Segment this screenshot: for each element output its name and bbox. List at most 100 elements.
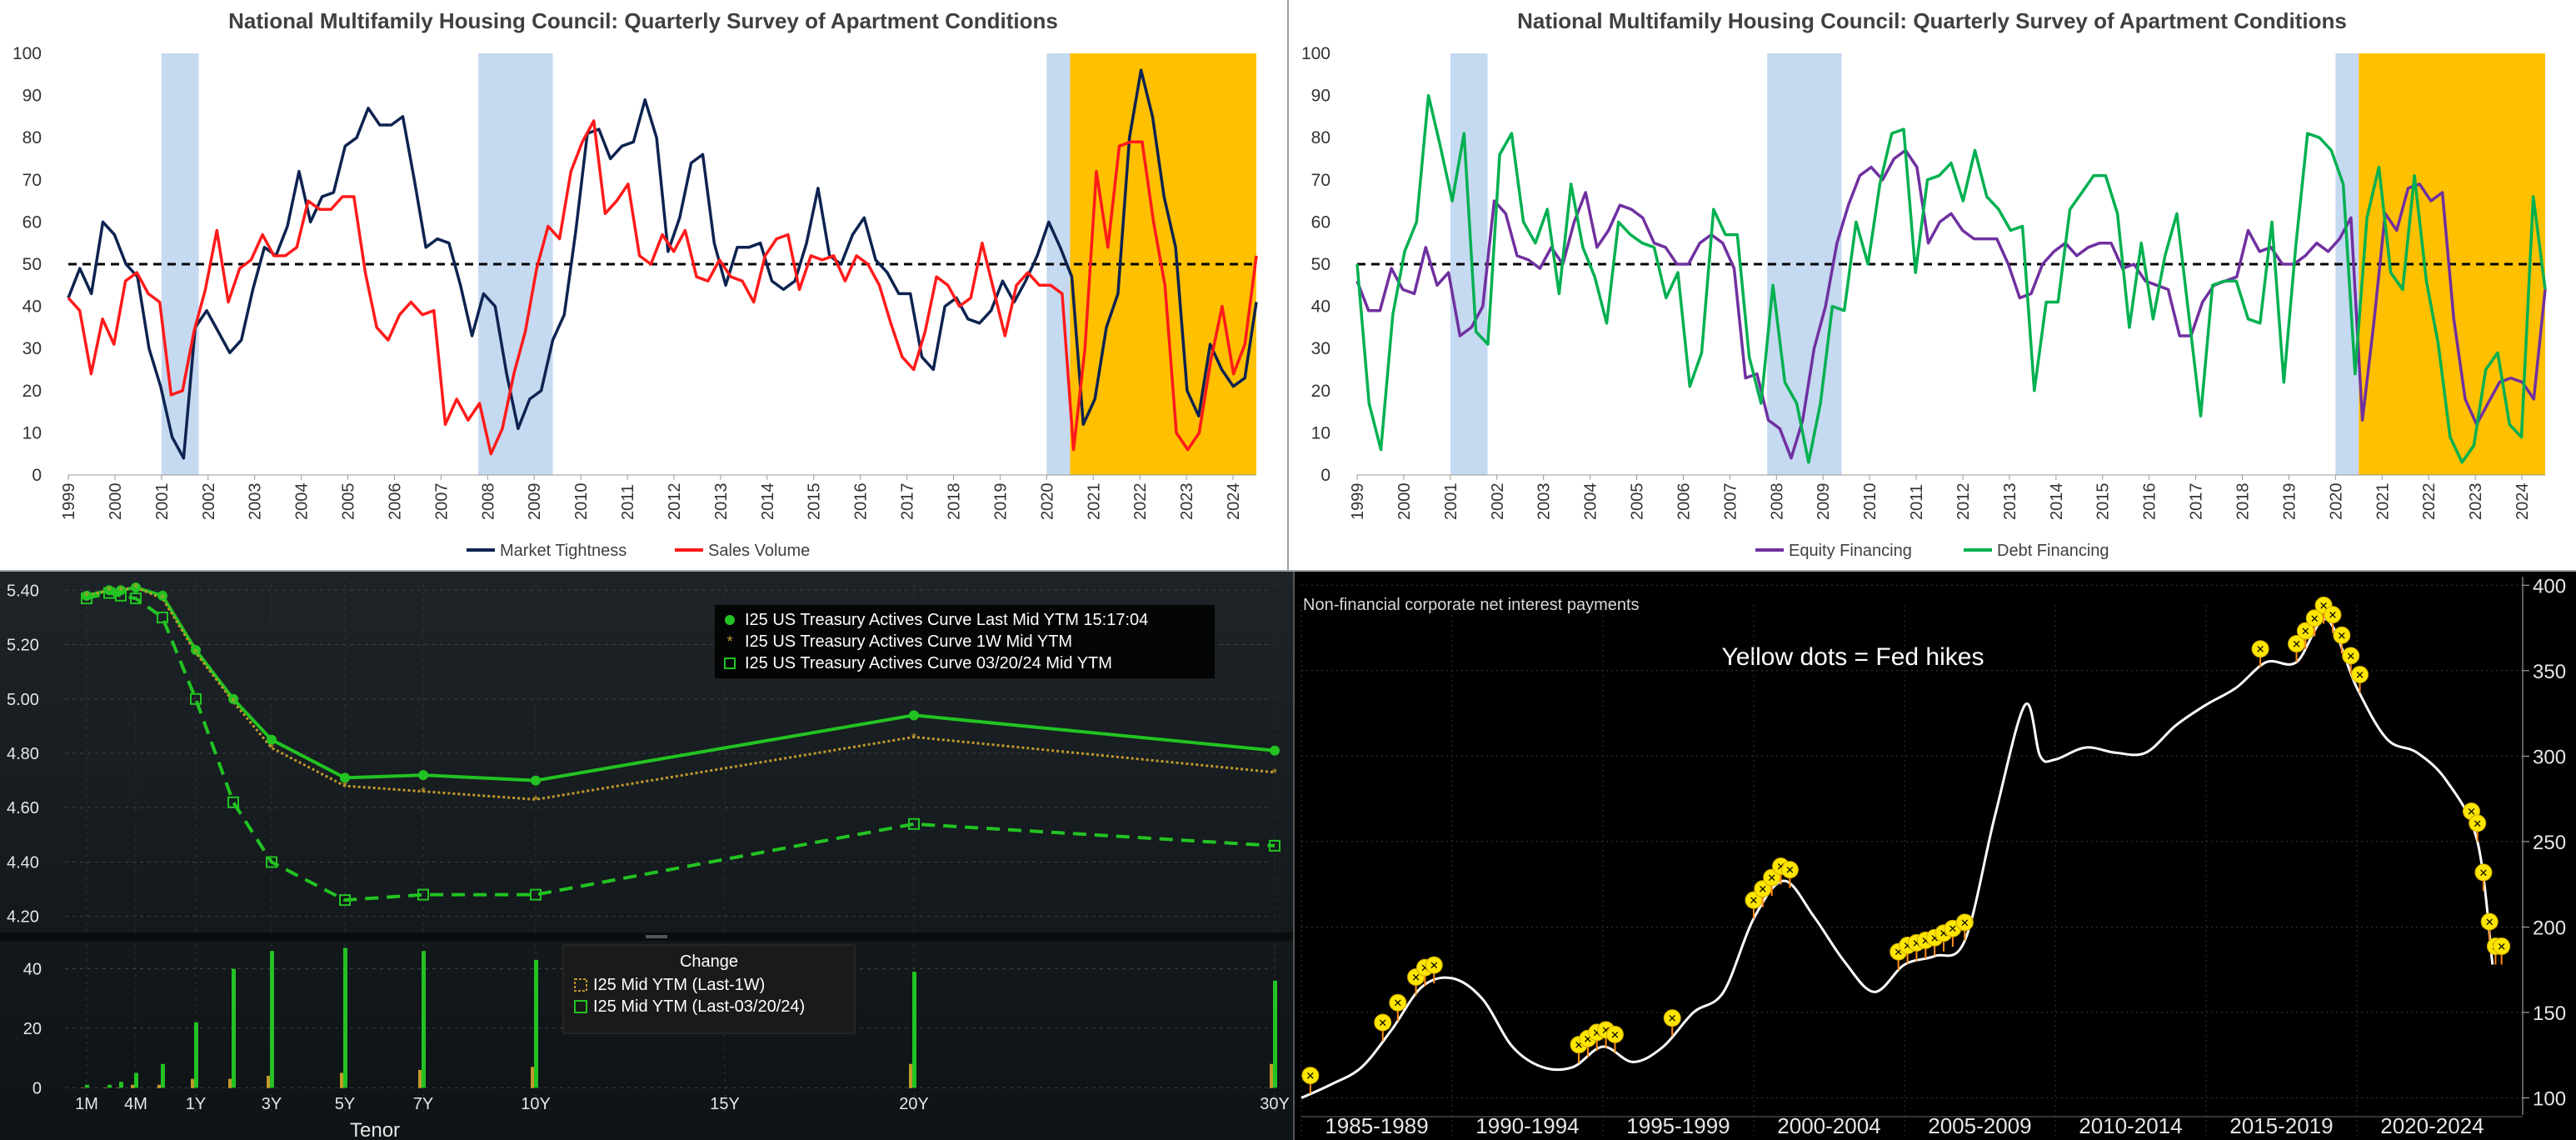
marker-0320: [339, 894, 351, 907]
fed-hike-icon: ✕: [2355, 668, 2364, 681]
bar-last-0320: [134, 1072, 138, 1088]
bar-last-0320: [232, 968, 236, 1088]
y-tick-label: 5.20: [7, 637, 39, 655]
x-tick-label: 2014: [2048, 483, 2066, 521]
bar-last-1w: [131, 1084, 134, 1088]
x-tick-label: 2011: [1908, 484, 1926, 520]
fed-hike-icon: ✕: [2467, 806, 2476, 818]
fed-hike-icon: ✕: [1903, 940, 1912, 952]
marker-1w: *: [193, 647, 198, 661]
fed-hike-icon: ✕: [2310, 612, 2319, 625]
x-tick-label: 2014: [759, 483, 777, 521]
x-tick-label: 2000: [107, 483, 125, 521]
fed-hike-icon: ✕: [1411, 971, 1420, 983]
marker-1w: *: [133, 582, 138, 596]
chart-title: National Multifamily Housing Council: Qu…: [228, 8, 1058, 33]
x-tick-label: 2003: [1535, 483, 1554, 521]
legend-label: I25 US Treasury Actives Curve 1W Mid YTM: [745, 632, 1072, 651]
x-tick-label: 1990-1994: [1475, 1113, 1579, 1138]
y-tick-label: 5.40: [7, 582, 39, 600]
legend-label: I25 Mid YTM (Last-03/20/24): [593, 998, 805, 1016]
splitter-handle: [646, 935, 667, 938]
bar-last-0320: [270, 951, 274, 1088]
bar-last-0320: [1273, 980, 1277, 1088]
y-tick-label: 70: [22, 171, 42, 190]
x-tick-label: 2007: [432, 483, 451, 521]
x-tick-label: 2021: [1085, 483, 1103, 521]
marker-1w: *: [118, 584, 123, 598]
y-tick-label: 100: [2533, 1088, 2566, 1110]
series-line-debt-financing: [1355, 93, 2547, 464]
fed-hike-icon: ✕: [1921, 934, 1930, 947]
fed-hike-icon: ✕: [1750, 894, 1759, 907]
x-tick-label: 4M: [124, 1095, 147, 1113]
y-tick-label: 300: [2533, 746, 2566, 768]
x-tick-label: 2010: [1861, 483, 1880, 521]
bar-last-1w: [267, 1076, 270, 1088]
marker-1w: *: [231, 696, 236, 710]
x-tick-label: 2006: [1675, 483, 1693, 521]
x-tick-label: 2021: [2374, 483, 2392, 521]
x-tick-label: 2016: [852, 483, 871, 521]
x-tick-label: 2020: [1038, 483, 1056, 521]
x-tick-label: 2001: [1442, 483, 1460, 521]
bar-last-1w: [340, 1072, 343, 1088]
chart-financing: National Multifamily Housing Council: Qu…: [1289, 0, 2576, 570]
fed-hike-dot: [2342, 647, 2360, 665]
fed-hike-icon: ✕: [1930, 932, 1939, 944]
fed-hike-dot: [2493, 938, 2511, 956]
x-tick-label: 2012: [1954, 483, 1973, 521]
marker-1w: *: [1272, 767, 1277, 781]
x-tick-label: 2007: [1721, 483, 1740, 521]
legend-marker: *: [726, 633, 732, 650]
marker-0320: [157, 611, 168, 623]
bar-last-1w: [909, 1063, 912, 1088]
x-tick-label: 2013: [2001, 483, 2019, 521]
fed-hike-icon: ✕: [1430, 959, 1439, 972]
x-tick-label: 1999: [60, 483, 78, 521]
fed-hike-dot: [2333, 626, 2351, 644]
fed-hike-dot: [1780, 861, 1799, 879]
legend-box: [562, 944, 856, 1034]
x-tick-label: 2012: [666, 483, 684, 521]
x-tick-label: 2008: [1768, 483, 1786, 521]
y-tick-label: 80: [22, 128, 42, 148]
x-tick-label: 2013: [712, 483, 731, 521]
x-tick-label: 2017: [899, 483, 917, 521]
x-tick-label: 1985-1989: [1325, 1113, 1428, 1138]
legend-box: [715, 605, 1215, 678]
fed-hike-icon: ✕: [2479, 867, 2488, 879]
fed-hike-dot: [2469, 814, 2487, 832]
legend-label: Market Tightness: [500, 542, 627, 560]
fed-hike-icon: ✕: [1948, 922, 1957, 935]
x-tick-label: 2022: [2420, 483, 2439, 521]
chart-treasury-curve-svg: 4.20 4.40 4.60 4.80 5.00 5.20 5.40 1M 4M 1Y 3Y 5Y 7Y…: [0, 572, 1293, 1140]
fed-hike-icon: ✕: [1939, 928, 1949, 940]
x-tick-label: 2023: [2467, 483, 2485, 521]
x-tick-label: 2006: [386, 483, 404, 521]
fed-hike-icon: ✕: [1668, 1012, 1677, 1025]
x-tick-label: 2008: [479, 483, 497, 521]
fed-hike-dot: [1301, 1067, 1320, 1085]
marker-last: [104, 585, 114, 596]
y-tick-label: 4.60: [7, 799, 39, 818]
fed-hike-icon: ✕: [1894, 946, 1903, 958]
y-tick-label: 50: [22, 255, 42, 274]
fed-hike-icon: ✕: [2292, 638, 2301, 651]
marker-last: [157, 590, 167, 601]
y-tick-label: 10: [1311, 423, 1330, 442]
marker-1w: *: [421, 786, 426, 800]
y-tick-label: 350: [2533, 661, 2566, 683]
x-tick-label: 10Y: [521, 1095, 551, 1113]
fed-hike-icon: ✕: [2329, 609, 2338, 622]
bar-last-1w: [1270, 1063, 1273, 1088]
bar-last-0320: [343, 948, 347, 1088]
marker-last: [131, 582, 141, 593]
x-tick-label: 5Y: [335, 1095, 355, 1113]
fed-hike-icon: ✕: [2301, 625, 2310, 638]
chart-market-tightness: National Multifamily Housing Council: Qu…: [0, 0, 1287, 570]
legend-marker: [725, 615, 735, 625]
bar-last-1w: [157, 1084, 161, 1088]
marker-0320: [417, 888, 429, 901]
chart-market-tightness-svg: National Multifamily Housing Council: Qu…: [12, 8, 1258, 560]
